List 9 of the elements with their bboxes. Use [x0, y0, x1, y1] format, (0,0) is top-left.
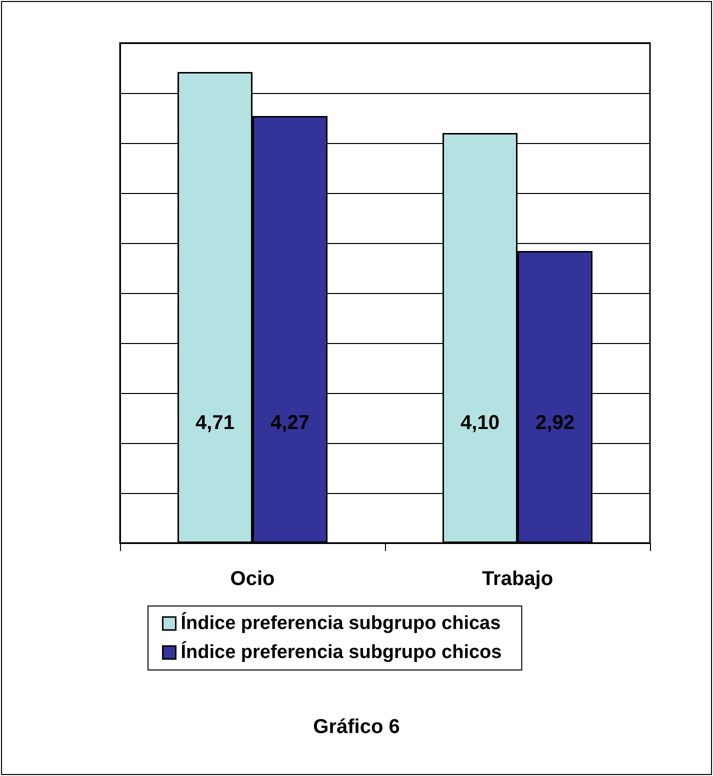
data-label: 4,71 — [196, 412, 234, 434]
data-label: 4,10 — [460, 412, 500, 434]
data-label: 2,92 — [536, 412, 574, 434]
data-label: 4,27 — [270, 412, 310, 434]
legend-label: Índice preferencia subgrupo chicas — [180, 612, 501, 634]
x-tick-label: Trabajo — [482, 568, 554, 590]
text: Gráfico 6 — [313, 716, 400, 738]
x-tick-label: Ocio — [230, 568, 275, 590]
legend-label: Índice preferencia subgrupo chicos — [180, 641, 502, 663]
